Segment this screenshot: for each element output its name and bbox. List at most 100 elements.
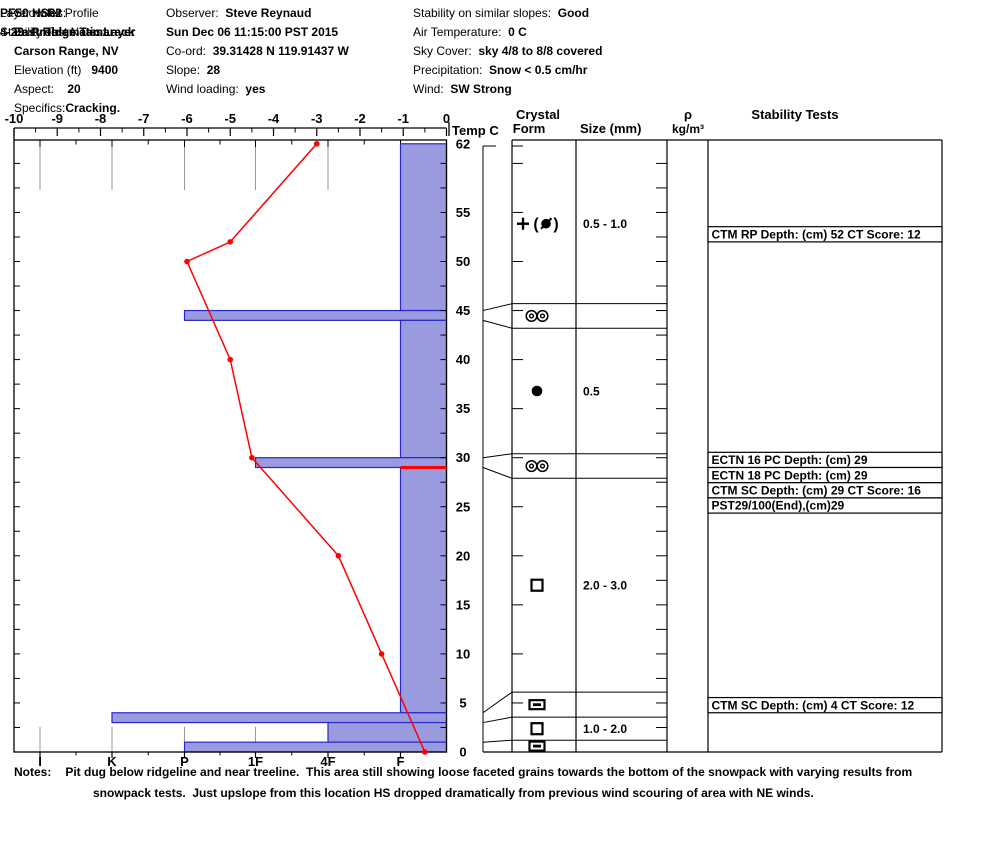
temp-axis-label: -2 [354, 111, 366, 126]
size-column-header: Size (mm) [580, 121, 641, 136]
hardness-axis-label: I [38, 754, 42, 769]
depth-axis-label: 5 [459, 695, 466, 710]
hardness-axis-label: 1F [248, 754, 263, 769]
grain-size-label: 1.0 - 2.0 [583, 722, 627, 736]
crystal-meltfreeze-icon [539, 313, 546, 319]
layer-bar [399, 143, 448, 312]
stability-test-label: CTM SC Depth: (cm) 29 CT Score: 16 [712, 484, 922, 498]
notes-line-1: Notes: Pit dug below ridgeline and near t… [14, 762, 984, 783]
header-field: Sky Cover: sky 4/8 to 8/8 covered [413, 44, 603, 58]
stability-column-header: Stability Tests [751, 107, 838, 122]
layer-bar [327, 721, 448, 743]
crystal-meltfreeze-icon [528, 463, 535, 469]
depth-axis-label: 30 [456, 450, 470, 465]
temperature-point [378, 651, 385, 657]
header-column-conditions: Stability on similar slopes: Good Air Tem… [413, 4, 602, 99]
stability-test-label: CTM RP Depth: (cm) 52 CT Score: 12 [712, 227, 921, 241]
temp-axis-label: -3 [311, 111, 323, 126]
depth-axis-label: 50 [456, 254, 470, 269]
temp-axis-label: -9 [51, 111, 63, 126]
fan-line [482, 739, 513, 743]
temp-axis-label: -1 [397, 111, 409, 126]
crystal-meltfreeze-icon [539, 463, 546, 469]
density-column-header: kg/m³ [672, 122, 704, 136]
temp-axis-label: -5 [224, 111, 236, 126]
temperature-point [227, 239, 234, 245]
header-field: Wind loading: yes [166, 82, 266, 96]
chart-border [13, 139, 448, 753]
header-field: East Ridge Tamarack [14, 25, 135, 39]
density-column-header: ρ [684, 107, 692, 122]
stability-test-label: CTM SC Depth: (cm) 4 CT Score: 12 [712, 698, 915, 712]
header-field: Carson Range, NV [14, 44, 119, 58]
depth-axis-label: 15 [456, 597, 470, 612]
depth-axis-label: 10 [456, 646, 470, 661]
grain-size-label: 2.0 - 3.0 [583, 579, 627, 593]
header-field: Layer notes: [0, 6, 67, 20]
stability-test-box [707, 226, 943, 243]
crystal-rounded-grains-icon [531, 385, 543, 397]
crystal-meltfreeze-icon [536, 309, 549, 322]
layer-bar [399, 466, 448, 714]
temp-axis-label: -7 [138, 111, 150, 126]
header-field: Elevation (ft) 9400 [14, 63, 119, 77]
hardness-axis-label: K [107, 754, 117, 769]
header-field: PF50 HS62 [0, 6, 63, 20]
header-column-layer-notes: Layer notes: 4-29: Problematic Layer [0, 4, 135, 42]
header-field: Wind: SW Strong [413, 82, 512, 96]
crystal-meltfreeze-icon [528, 313, 535, 319]
layer-bar [399, 319, 448, 459]
fan-line [482, 303, 513, 312]
header-field: Aspect: 20 [14, 82, 81, 96]
crystal-crust-icon [533, 703, 541, 707]
crystal-meltfreeze-icon [525, 459, 538, 473]
grain-size-label: 0.5 [583, 384, 600, 398]
stability-test-box [707, 497, 943, 514]
depth-axis-label: 35 [456, 401, 470, 416]
depth-axis-label: 0 [459, 745, 466, 760]
header-field: 4-29: Problematic Layer [0, 25, 136, 39]
stability-test-label: PST29/100(End),(cm)29 [712, 499, 845, 513]
header-column-observer: Observer: Steve Reynaud Sun Dec 06 11:15:… [166, 4, 349, 99]
depth-axis-label: 40 [456, 352, 470, 367]
layer-bar [111, 712, 448, 724]
stability-test-label: ECTN 18 PC Depth: (cm) 29 [712, 468, 868, 482]
notes-label: Notes: [14, 765, 52, 779]
notes-line-2: snowpack tests. Just upslope from this l… [93, 786, 814, 800]
crystal-meltfreeze-icon [536, 459, 549, 473]
depth-axis-label: 20 [456, 548, 470, 563]
crystal-df-icon [540, 217, 553, 230]
header-field: Co-ord: 39.31428 N 119.91437 W [166, 44, 349, 58]
layer-bar [183, 309, 448, 321]
depth-axis-label: 45 [456, 303, 470, 318]
layer-bar [183, 741, 448, 753]
fan-line [482, 453, 513, 459]
temperature-point [184, 258, 190, 265]
depth-axis-label: 55 [456, 205, 470, 220]
header-column-location: Snow Pit Profile East Ridge Tamarack Carso… [14, 4, 135, 118]
crystal-column-header: Form [513, 121, 546, 136]
notes-text-1: Pit dug below ridgeline and near treelin… [65, 765, 913, 779]
depth-axis-label: 62 [456, 136, 470, 151]
hardness-axis-label: 4F [320, 754, 335, 769]
header-field: Specifics:Cracking. [14, 101, 121, 115]
depth-axis-label: 25 [456, 499, 470, 514]
hardness-axis-label: P [180, 754, 189, 769]
header-field: Sun Dec 06 11:15:00 PST 2015 [166, 25, 339, 39]
temp-axis-label: -10 [5, 111, 24, 126]
paren: ( [533, 216, 539, 233]
header-field: Snow Pit Profile [14, 6, 99, 20]
crystal-meltfreeze-icon [525, 309, 538, 322]
header-field: Stability Test Notes: [0, 25, 106, 39]
stability-test-box [707, 696, 943, 714]
temp-axis-label: -4 [268, 111, 280, 126]
grain-size-label: 0.5 - 1.0 [583, 217, 627, 231]
fan-line [482, 716, 513, 724]
temperature-point [227, 356, 234, 363]
fan-line [482, 319, 513, 329]
temperature-line [186, 143, 426, 753]
header-field: Slope: 28 [166, 63, 221, 77]
crystal-crust-icon [533, 744, 541, 748]
